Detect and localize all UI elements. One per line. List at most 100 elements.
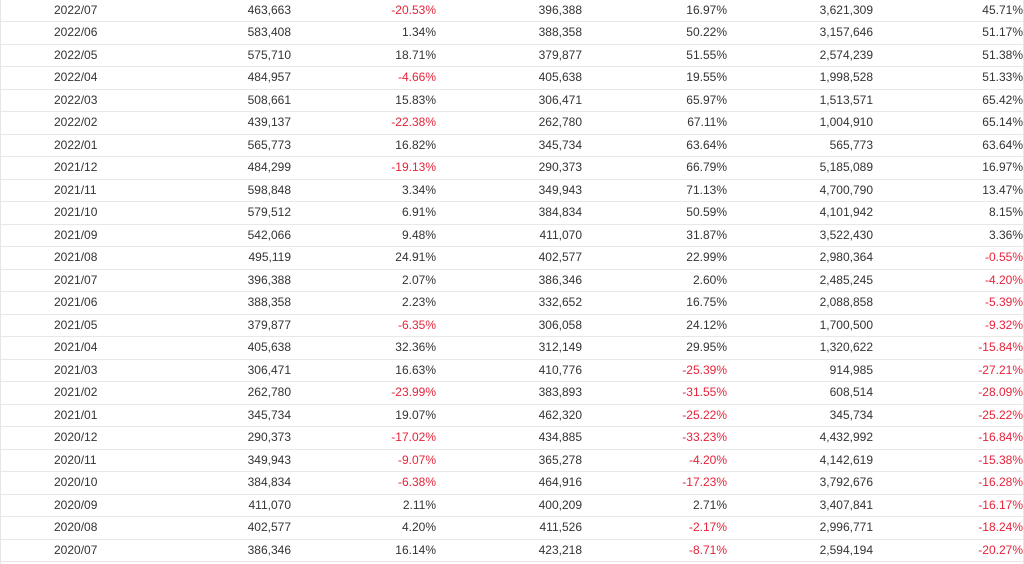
cumulative-cell: 2,594,194 — [727, 539, 873, 562]
value2-cell: 411,070 — [436, 224, 582, 247]
period-cell: 2022/01 — [1, 134, 147, 157]
change2-cell: -2.17% — [582, 516, 727, 540]
cumulative-change-cell: -16.28% — [873, 471, 1023, 495]
value-cell: 495,119 — [147, 246, 291, 270]
cumulative-cell: 3,407,841 — [727, 494, 873, 517]
period-cell: 2022/02 — [1, 111, 147, 135]
table-row: 2020/12 290,373 -17.02% 434,885 -33.23% 4,432… — [1, 426, 1023, 450]
change2-cell: 29.95% — [582, 336, 727, 360]
period-cell: 2021/03 — [1, 359, 147, 382]
cumulative-change-cell: -20.27% — [873, 539, 1023, 562]
change-cell: 18.71% — [291, 44, 436, 67]
period-cell: 2022/06 — [1, 21, 147, 45]
value2-cell: 388,358 — [436, 21, 582, 45]
table-row: 2021/07 396,388 2.07% 386,346 2.60% 2,485,245… — [1, 269, 1023, 292]
period-cell: 2021/06 — [1, 291, 147, 315]
period-cell: 2020/08 — [1, 516, 147, 540]
table-row: 2022/04 484,957 -4.66% 405,638 19.55% 1,998,5… — [1, 66, 1023, 90]
change2-cell: -17.23% — [582, 471, 727, 495]
cumulative-cell: 2,485,245 — [727, 269, 873, 292]
cumulative-change-cell: -16.84% — [873, 426, 1023, 450]
change2-cell: 22.99% — [582, 246, 727, 270]
period-cell: 2020/10 — [1, 471, 147, 495]
cumulative-change-cell: -25.22% — [873, 404, 1023, 427]
cumulative-cell: 5,185,089 — [727, 156, 873, 180]
change2-cell: 16.97% — [582, 0, 727, 22]
cumulative-cell: 4,142,619 — [727, 449, 873, 472]
table-row: 2021/03 306,471 16.63% 410,776 -25.39% 914,98… — [1, 359, 1023, 382]
period-cell: 2022/05 — [1, 44, 147, 67]
cumulative-cell: 1,004,910 — [727, 111, 873, 135]
cumulative-cell: 2,088,858 — [727, 291, 873, 315]
cumulative-change-cell: 65.14% — [873, 111, 1023, 135]
cumulative-change-cell: 16.97% — [873, 156, 1023, 180]
value2-cell: 345,734 — [436, 134, 582, 157]
value2-cell: 400,209 — [436, 494, 582, 517]
table-row: 2022/07 463,663 -20.53% 396,388 16.97% 3,621,… — [1, 0, 1023, 22]
table-row: 2021/10 579,512 6.91% 384,834 50.59% 4,101,94… — [1, 201, 1023, 225]
change2-cell: 67.11% — [582, 111, 727, 135]
change-cell: 4.20% — [291, 516, 436, 540]
change2-cell: 51.55% — [582, 44, 727, 67]
value-cell: 411,070 — [147, 494, 291, 517]
value-cell: 583,408 — [147, 21, 291, 45]
period-cell: 2021/04 — [1, 336, 147, 360]
cumulative-change-cell: 51.33% — [873, 66, 1023, 90]
value-cell: 262,780 — [147, 381, 291, 405]
table-row: 2021/04 405,638 32.36% 312,149 29.95% 1,320,6… — [1, 336, 1023, 360]
cumulative-cell: 1,998,528 — [727, 66, 873, 90]
value-cell: 384,834 — [147, 471, 291, 495]
period-cell: 2021/02 — [1, 381, 147, 405]
change2-cell: 2.71% — [582, 494, 727, 517]
table-row: 2020/10 384,834 -6.38% 464,916 -17.23% 3,792,… — [1, 471, 1023, 495]
value2-cell: 306,471 — [436, 89, 582, 112]
change2-cell: -25.22% — [582, 404, 727, 427]
period-cell: 2020/12 — [1, 426, 147, 450]
change2-cell: 50.22% — [582, 21, 727, 45]
value2-cell: 410,776 — [436, 359, 582, 382]
value2-cell: 312,149 — [436, 336, 582, 360]
change2-cell: -31.55% — [582, 381, 727, 405]
table-row: 2020/08 402,577 4.20% 411,526 -2.17% 2,996,77… — [1, 516, 1023, 540]
period-cell: 2020/11 — [1, 449, 147, 472]
value2-cell: 349,943 — [436, 179, 582, 202]
value2-cell: 262,780 — [436, 111, 582, 135]
change2-cell: 50.59% — [582, 201, 727, 225]
value2-cell: 384,834 — [436, 201, 582, 225]
value-cell: 565,773 — [147, 134, 291, 157]
table-row: 2021/06 388,358 2.23% 332,652 16.75% 2,088,85… — [1, 291, 1023, 315]
cumulative-cell: 3,621,309 — [727, 0, 873, 22]
cumulative-cell: 1,320,622 — [727, 336, 873, 360]
change-cell: -17.02% — [291, 426, 436, 450]
table-row: 2022/02 439,137 -22.38% 262,780 67.11% 1,004,… — [1, 111, 1023, 135]
cumulative-change-cell: -5.39% — [873, 291, 1023, 315]
value2-cell: 464,916 — [436, 471, 582, 495]
cumulative-cell: 4,432,992 — [727, 426, 873, 450]
cumulative-cell: 3,157,646 — [727, 21, 873, 45]
value2-cell: 423,218 — [436, 539, 582, 562]
table-row: 2021/05 379,877 -6.35% 306,058 24.12% 1,700,5… — [1, 314, 1023, 337]
value2-cell: 434,885 — [436, 426, 582, 450]
period-cell: 2020/07 — [1, 539, 147, 562]
value2-cell: 290,373 — [436, 156, 582, 180]
cumulative-change-cell: -15.38% — [873, 449, 1023, 472]
value-cell: 349,943 — [147, 449, 291, 472]
cumulative-change-cell: -9.32% — [873, 314, 1023, 337]
change2-cell: 71.13% — [582, 179, 727, 202]
value-cell: 598,848 — [147, 179, 291, 202]
change-cell: -20.53% — [291, 0, 436, 22]
table-row: 2021/01 345,734 19.07% 462,320 -25.22% 345,73… — [1, 404, 1023, 427]
change2-cell: -4.20% — [582, 449, 727, 472]
change-cell: 24.91% — [291, 246, 436, 270]
value-cell: 345,734 — [147, 404, 291, 427]
cumulative-cell: 608,514 — [727, 381, 873, 405]
change-cell: 2.23% — [291, 291, 436, 315]
cumulative-cell: 1,513,571 — [727, 89, 873, 112]
cumulative-cell: 3,522,430 — [727, 224, 873, 247]
change-cell: 16.82% — [291, 134, 436, 157]
change-cell: -9.07% — [291, 449, 436, 472]
cumulative-change-cell: 13.47% — [873, 179, 1023, 202]
change2-cell: -25.39% — [582, 359, 727, 382]
